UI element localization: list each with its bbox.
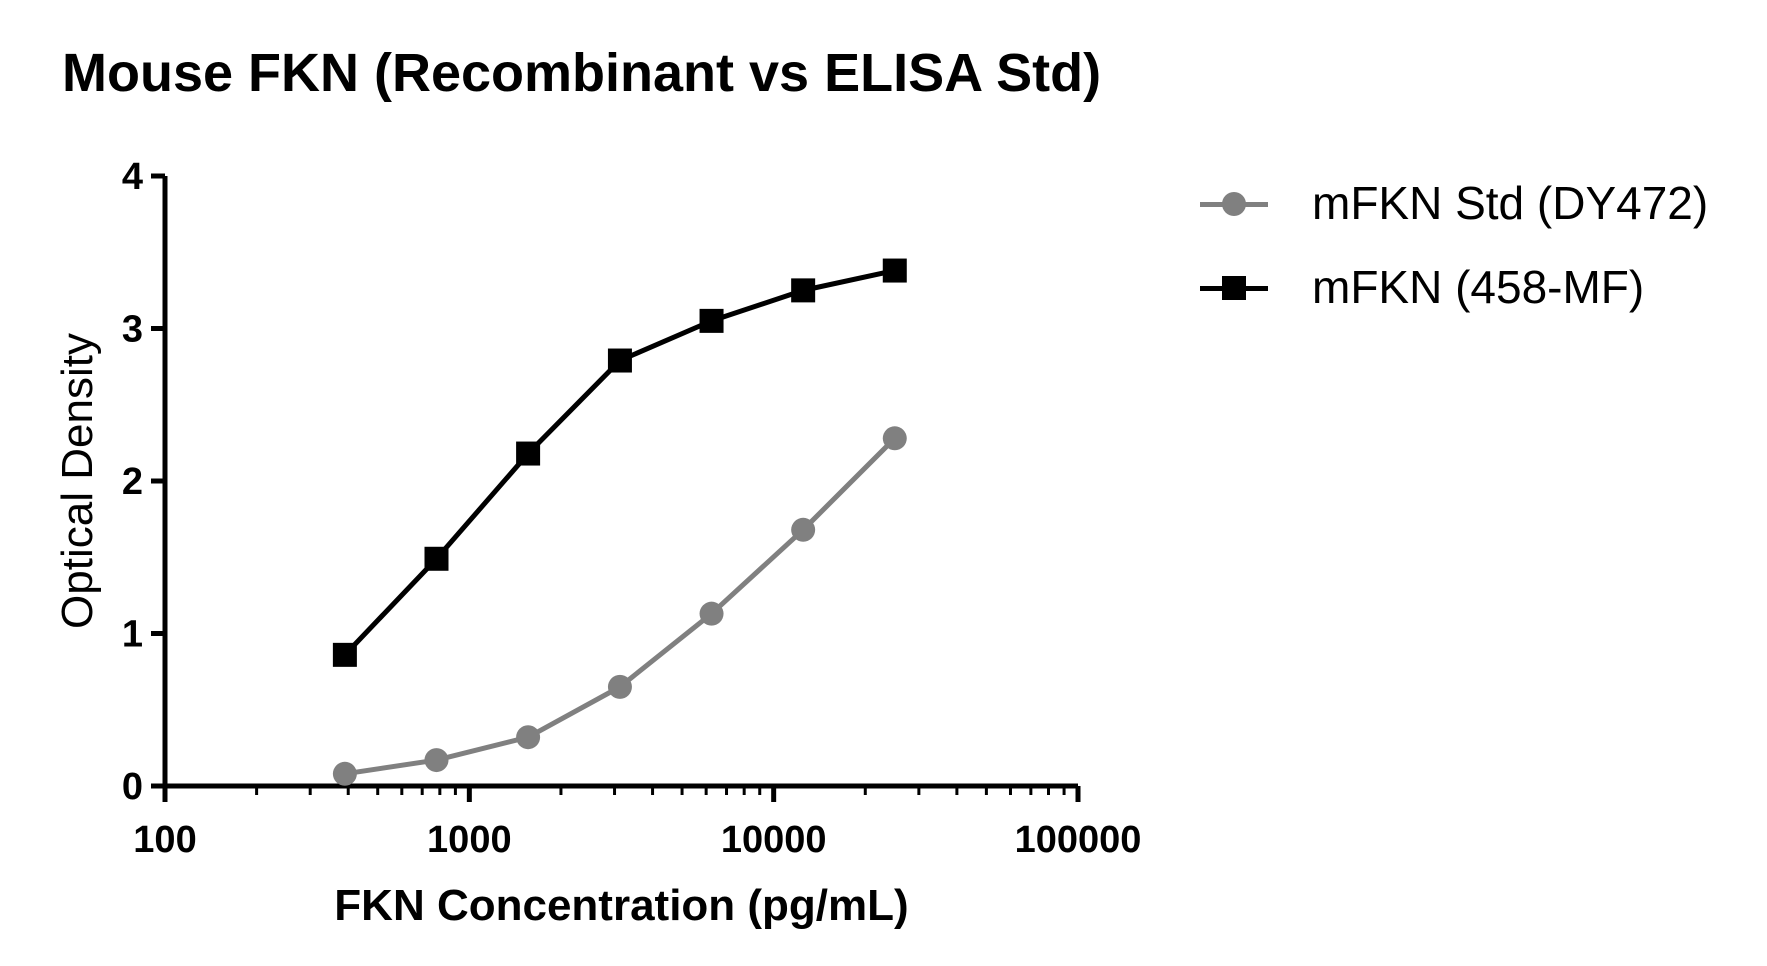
data-point-square — [882, 258, 907, 283]
data-point-square — [332, 642, 357, 667]
data-point-circle — [424, 748, 449, 773]
data-point-circle — [516, 725, 541, 750]
data-point-square — [699, 308, 724, 333]
y-tick-label: 0 — [122, 766, 143, 808]
y-tick-label: 2 — [122, 461, 143, 503]
series-layer — [332, 258, 907, 786]
data-point-square — [424, 546, 449, 571]
x-tick-label: 100 — [133, 819, 196, 861]
data-point-circle — [791, 517, 816, 542]
x-tick-label: 10000 — [721, 819, 827, 861]
legend-label-series-1: mFKN Std (DY472) — [1312, 177, 1709, 229]
series-1 — [332, 426, 907, 786]
chart-title: Mouse FKN (Recombinant vs ELISA Std) — [62, 43, 1102, 103]
x-axis-label: FKN Concentration (pg/mL) — [334, 881, 908, 930]
y-tick-label: 4 — [122, 156, 143, 198]
legend-marker-circle — [1222, 192, 1246, 216]
x-tick-label: 1000 — [427, 819, 512, 861]
series-line-1 — [344, 436, 897, 777]
series-2 — [332, 258, 907, 667]
data-point-circle — [699, 601, 724, 626]
data-point-square — [516, 441, 541, 466]
data-point-circle — [332, 761, 357, 786]
x-tick-label: 100000 — [1015, 819, 1142, 861]
legend-label-series-2: mFKN (458-MF) — [1312, 261, 1645, 313]
data-point-circle — [882, 426, 907, 451]
y-tick-label: 3 — [122, 309, 143, 351]
data-point-square — [791, 278, 816, 303]
axes: 0 1 2 3 4 100 1000 10000 100000 FKN Concentration… — [53, 156, 1141, 930]
data-point-circle — [607, 674, 632, 699]
y-tick-label: 1 — [122, 614, 143, 656]
data-point-square — [607, 348, 632, 373]
legend-marker-square — [1222, 276, 1246, 300]
series-line-2 — [343, 268, 896, 657]
y-axis-label: Optical Density — [53, 333, 102, 629]
